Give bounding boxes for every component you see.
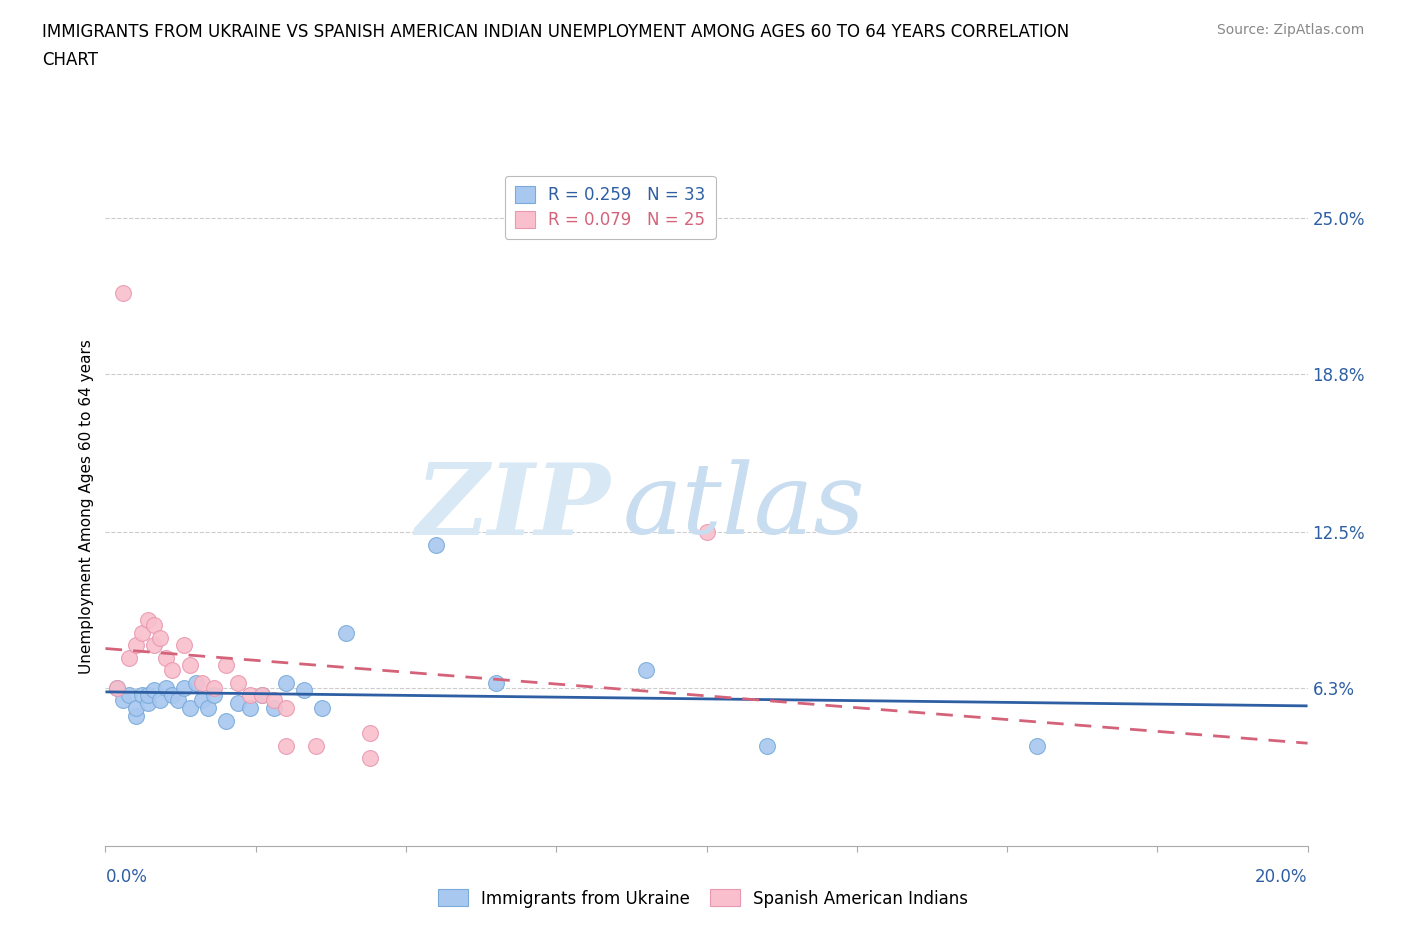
- Text: Source: ZipAtlas.com: Source: ZipAtlas.com: [1216, 23, 1364, 37]
- Point: [173, 638, 195, 653]
- Point: [173, 681, 195, 696]
- Point: [1026, 738, 1049, 753]
- Point: [359, 751, 381, 765]
- Point: [107, 681, 129, 696]
- Point: [148, 693, 170, 708]
- Text: ZIP: ZIP: [415, 458, 610, 555]
- Point: [136, 696, 159, 711]
- Point: [636, 663, 658, 678]
- Point: [274, 700, 297, 715]
- Point: [118, 688, 141, 703]
- Point: [190, 675, 212, 690]
- Point: [292, 683, 315, 698]
- Point: [179, 700, 201, 715]
- Point: [250, 688, 273, 703]
- Point: [124, 638, 146, 653]
- Point: [226, 696, 249, 711]
- Y-axis label: Unemployment Among Ages 60 to 64 years: Unemployment Among Ages 60 to 64 years: [79, 339, 94, 674]
- Point: [250, 688, 273, 703]
- Point: [142, 683, 165, 698]
- Point: [124, 708, 146, 723]
- Point: [155, 681, 177, 696]
- Point: [179, 658, 201, 672]
- Point: [274, 738, 297, 753]
- Point: [274, 675, 297, 690]
- Point: [263, 693, 285, 708]
- Point: [184, 675, 207, 690]
- Text: CHART: CHART: [42, 51, 98, 69]
- Point: [305, 738, 328, 753]
- Point: [136, 613, 159, 628]
- Point: [263, 700, 285, 715]
- Point: [112, 693, 135, 708]
- Point: [214, 658, 236, 672]
- Text: IMMIGRANTS FROM UKRAINE VS SPANISH AMERICAN INDIAN UNEMPLOYMENT AMONG AGES 60 TO: IMMIGRANTS FROM UKRAINE VS SPANISH AMERI…: [42, 23, 1070, 41]
- Point: [118, 650, 141, 665]
- Point: [160, 663, 183, 678]
- Point: [239, 688, 262, 703]
- Point: [226, 675, 249, 690]
- Point: [112, 286, 135, 300]
- Point: [124, 700, 146, 715]
- Point: [197, 700, 219, 715]
- Point: [202, 688, 225, 703]
- Point: [755, 738, 778, 753]
- Point: [142, 618, 165, 632]
- Point: [485, 675, 508, 690]
- Point: [131, 625, 153, 640]
- Point: [107, 681, 129, 696]
- Legend: R = 0.259   N = 33, R = 0.079   N = 25: R = 0.259 N = 33, R = 0.079 N = 25: [505, 176, 716, 239]
- Point: [155, 650, 177, 665]
- Point: [335, 625, 357, 640]
- Point: [359, 725, 381, 740]
- Point: [425, 538, 447, 552]
- Point: [311, 700, 333, 715]
- Point: [214, 713, 236, 728]
- Point: [202, 681, 225, 696]
- Text: atlas: atlas: [623, 459, 865, 554]
- Legend: Immigrants from Ukraine, Spanish American Indians: Immigrants from Ukraine, Spanish America…: [432, 883, 974, 914]
- Point: [160, 688, 183, 703]
- Point: [142, 638, 165, 653]
- Text: 20.0%: 20.0%: [1256, 868, 1308, 885]
- Point: [136, 688, 159, 703]
- Point: [148, 631, 170, 645]
- Point: [190, 693, 212, 708]
- Text: 0.0%: 0.0%: [105, 868, 148, 885]
- Point: [131, 688, 153, 703]
- Point: [166, 693, 188, 708]
- Point: [239, 700, 262, 715]
- Point: [696, 525, 718, 539]
